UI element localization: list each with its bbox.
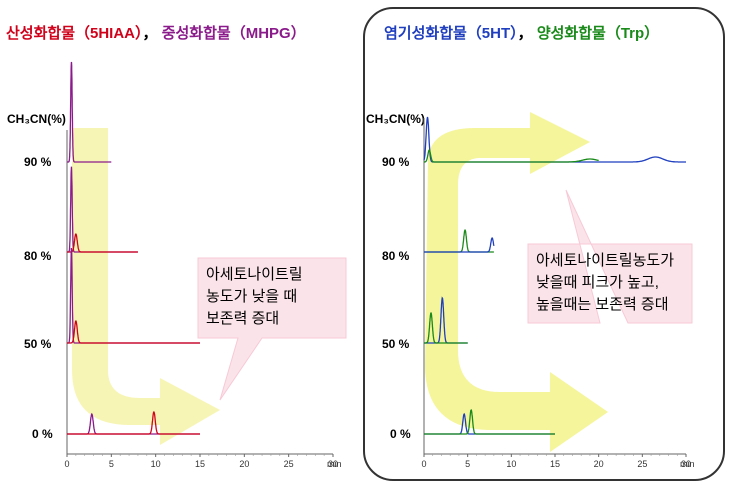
left-x-tick-label-15: 15 <box>195 459 205 469</box>
right-level-label-80: 80 % <box>382 249 410 263</box>
left-level-label-90: 90 % <box>24 155 52 169</box>
right-y-axis-label: CH₃CN(%) <box>366 112 425 126</box>
right-title-amphoteric: 양성화합물（Trp） <box>536 25 660 42</box>
left-x-tick-label-5: 5 <box>109 459 114 469</box>
right-level-label-0: 0 % <box>390 427 411 441</box>
left-callout-line-2: 농도가 낮을 때 <box>206 288 298 305</box>
right-x-tick-label-30: 30 <box>681 459 691 469</box>
right-x-tick-label-20: 20 <box>594 459 604 469</box>
left-trace-50-4 <box>67 319 200 344</box>
right-trace-50-5 <box>424 312 468 344</box>
left-level-label-0: 0 % <box>32 427 53 441</box>
left-x-tick-label-10: 10 <box>151 459 161 469</box>
right-x-unit-label: min <box>680 459 695 469</box>
left-x-tick-label-20: 20 <box>239 459 249 469</box>
right-callout-text: 아세토나이트릴농도가 낮을때 피크가 높고, 높을때는 보존력 증대 <box>536 250 674 316</box>
left-title-separator: ， <box>142 25 158 42</box>
arrow-background-layer <box>72 112 608 452</box>
right-curved-arrow <box>425 112 608 452</box>
right-title-basic: 염기성화합물（5HT） <box>384 25 518 42</box>
left-x-tick-label-25: 25 <box>284 459 294 469</box>
left-panel-title: 산성화합물（5HIAA）， 중성화합물（MHPG） <box>6 22 306 43</box>
right-x-tick-label-15: 15 <box>550 459 560 469</box>
right-level-label-90: 90 % <box>382 155 410 169</box>
left-level-label-80: 80 % <box>24 249 52 263</box>
left-callout-box <box>197 257 347 401</box>
left-trace-0-6 <box>67 410 200 435</box>
left-x-tick-label-30: 30 <box>328 459 338 469</box>
left-callout-line-1: 아세토나이트릴 <box>206 266 303 283</box>
left-y-axis-label: CH₃CN(%) <box>7 112 66 126</box>
right-callout-line-3: 높을때는 보존력 증대 <box>536 296 669 313</box>
left-level-label-50: 50 % <box>24 337 52 351</box>
right-panel-frame <box>363 7 725 481</box>
left-callout-text: 아세토나이트릴 농도가 낮을 때 보존력 증대 <box>206 264 303 330</box>
left-callout-line-3: 보존력 증대 <box>206 310 280 327</box>
left-trace-90-0 <box>67 61 112 163</box>
right-title-separator: ， <box>517 25 533 42</box>
left-title-acidic: 산성화합물（5HIAA） <box>6 25 143 42</box>
right-callout-line-2: 낮을때 피크가 높고, <box>536 274 659 291</box>
right-trace-0-7 <box>424 408 555 435</box>
right-callout-line-1: 아세토나이트릴농도가 <box>536 252 675 269</box>
right-trace-90-1 <box>424 149 599 163</box>
callout-layer <box>197 189 693 401</box>
right-x-tick-label-5: 5 <box>465 459 470 469</box>
left-trace-80-2 <box>67 233 138 253</box>
left-x-tick-label-0: 0 <box>64 459 69 469</box>
right-x-tick-label-25: 25 <box>637 459 647 469</box>
right-callout-box <box>527 189 693 324</box>
right-x-tick-label-0: 0 <box>421 459 426 469</box>
right-x-tick-label-10: 10 <box>506 459 516 469</box>
left-title-neutral: 중성화합물（MHPG） <box>161 25 306 42</box>
left-x-unit-label: min <box>327 459 342 469</box>
right-level-label-50: 50 % <box>382 337 410 351</box>
left-curved-arrow <box>72 128 220 445</box>
right-panel-title: 염기성화합물（5HT）， 양성화합물（Trp） <box>384 22 659 43</box>
right-trace-80-3 <box>424 237 495 253</box>
